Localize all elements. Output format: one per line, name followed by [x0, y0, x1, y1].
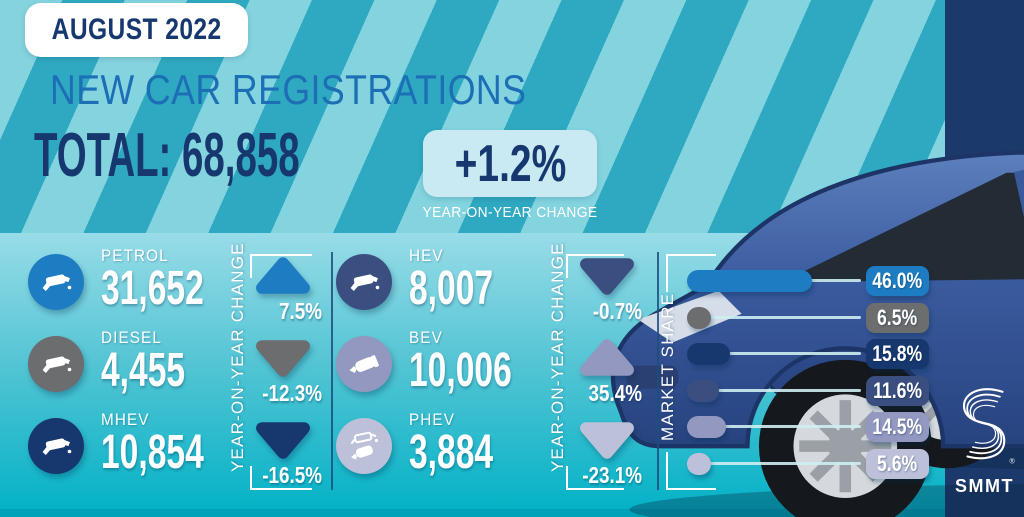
- fuel-type-label: BEV: [409, 328, 443, 347]
- smmt-logo: ® SMMT: [945, 383, 1024, 497]
- market-share-bar-hev: [687, 380, 719, 402]
- fuel-registrations-value: 8,007: [409, 262, 494, 315]
- market-share-bar-phev: [687, 453, 711, 475]
- fuel-nozzle-icon: [336, 254, 392, 310]
- fuel-stat-hev: HEV 8,007: [336, 246, 529, 315]
- yoy-change-diesel: -12.3%: [262, 380, 322, 406]
- fuel-type-label: HEV: [409, 246, 444, 265]
- market-share-value-mhev: 15.8%: [866, 339, 929, 369]
- bar-track: [687, 462, 861, 465]
- market-share-bar-diesel: [687, 307, 711, 329]
- date-badge-label: AUGUST 2022: [51, 13, 222, 46]
- date-badge: AUGUST 2022: [25, 3, 248, 57]
- fuel-type-label: DIESEL: [101, 328, 162, 347]
- bracket-top-left: [250, 254, 312, 278]
- market-share-bar-petrol: [687, 270, 812, 292]
- market-share-value-hev: 11.6%: [866, 376, 929, 406]
- bracket-top-left: [566, 254, 624, 278]
- page-title: NEW CAR REGISTRATIONS: [50, 66, 527, 113]
- bottom-edge-strip: [0, 509, 1024, 517]
- yoy-change-hev: -0.7%: [592, 298, 642, 324]
- market-share-bar-bev: [687, 416, 726, 438]
- fuel-registrations-value: 10,854: [101, 426, 204, 479]
- total-yoy-change-value: +1.2%: [454, 134, 566, 193]
- yoy-down-arrow-phev: [576, 419, 638, 461]
- yoy-down-arrow-hev: [576, 255, 638, 297]
- hybrid-nozzle-plug-icon: [336, 418, 392, 474]
- smmt-logo-text: SMMT: [955, 476, 1014, 496]
- fuel-stat-mhev: MHEV 10,854: [28, 410, 248, 479]
- bracket-bottom-left: [566, 466, 624, 490]
- yoy-change-bev: 35.4%: [588, 380, 642, 406]
- yoy-change-petrol: 7.5%: [279, 298, 322, 324]
- market-share-axis-label: MARKET SHARE: [658, 292, 677, 441]
- market-share-value-petrol: 46.0%: [866, 266, 929, 296]
- yoy-down-arrow-diesel: [252, 337, 314, 379]
- fuel-type-label: MHEV: [101, 410, 150, 429]
- bracket-bottom-left: [250, 466, 312, 490]
- bar-track: [687, 316, 861, 319]
- fuel-registrations-value: 4,455: [101, 344, 186, 397]
- market-share-value-phev: 5.6%: [866, 449, 929, 479]
- yoy-axis-label: YEAR-ON-YEAR CHANGE: [548, 242, 567, 472]
- fuel-registrations-value: 3,884: [409, 426, 494, 479]
- fuel-stat-petrol: PETROL 31,652: [28, 246, 248, 315]
- total-yoy-change-caption: YEAR-ON-YEAR CHANGE: [422, 204, 598, 221]
- yoy-change-phev: -23.1%: [582, 462, 642, 488]
- yoy-down-arrow-mhev: [252, 419, 314, 461]
- yoy-up-arrow-bev: [576, 337, 638, 379]
- market-share-bar-mhev: [687, 343, 730, 365]
- fuel-type-label: PETROL: [101, 246, 169, 265]
- fuel-nozzle-icon: [28, 254, 84, 310]
- fuel-registrations-value: 10,006: [409, 344, 512, 397]
- yoy-up-arrow-petrol: [252, 255, 314, 297]
- smmt-s-swirl-icon: ®: [962, 388, 1015, 466]
- total-registrations: TOTAL: 68,858: [34, 121, 300, 190]
- fuel-stat-phev: PHEV 3,884: [336, 410, 529, 479]
- svg-text:®: ®: [1009, 458, 1015, 466]
- fuel-nozzle-icon: [28, 418, 84, 474]
- yoy-axis-label: YEAR-ON-YEAR CHANGE: [228, 242, 247, 472]
- total-yoy-change-box: +1.2%: [423, 130, 597, 197]
- market-share-value-diesel: 6.5%: [866, 303, 929, 333]
- fuel-registrations-value: 31,652: [101, 262, 204, 315]
- fuel-stat-diesel: DIESEL 4,455: [28, 328, 221, 397]
- market-share-value-bev: 14.5%: [866, 412, 929, 442]
- yoy-change-mhev: -16.5%: [262, 462, 322, 488]
- column-divider: [331, 252, 333, 490]
- ev-plug-icon: [336, 336, 392, 392]
- fuel-nozzle-icon: [28, 336, 84, 392]
- fuel-type-label: PHEV: [409, 410, 455, 429]
- fuel-stat-bev: BEV 10,006: [336, 328, 556, 397]
